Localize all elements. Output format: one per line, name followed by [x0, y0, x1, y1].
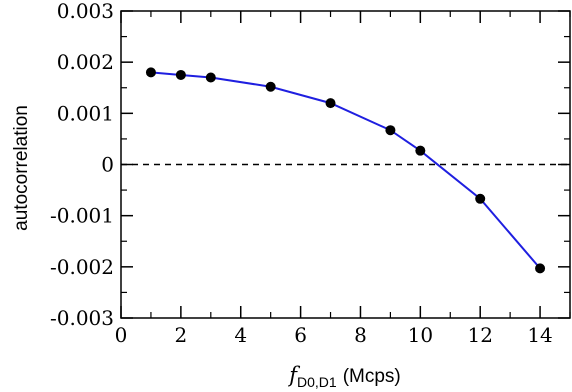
x-tick-label: 14	[527, 323, 552, 347]
data-point	[415, 145, 426, 156]
data-point	[325, 98, 336, 109]
y-tick-label: 0.003	[57, 0, 114, 23]
y-axis-label: autocorrelation	[11, 105, 32, 231]
x-tick-label: 8	[354, 323, 367, 347]
data-point	[535, 263, 546, 274]
data-point	[175, 69, 186, 80]
x-axis-label-symbol: f	[287, 363, 300, 387]
series-layer	[145, 67, 546, 274]
x-axis-label-subscript: D0,D1	[297, 374, 337, 390]
y-tick-label: -0.002	[50, 255, 114, 279]
data-point	[205, 72, 216, 83]
y-tick-label: 0.001	[57, 101, 114, 125]
x-axis-ticks: 0 2 4 6 8 10 12 14	[115, 11, 571, 347]
series-line	[150, 71, 541, 270]
data-point	[385, 125, 396, 136]
y-tick-label: 0	[101, 153, 114, 177]
x-axis-label: fD0,D1 (Mcps)	[287, 363, 401, 390]
x-tick-label: 2	[174, 323, 187, 347]
data-point	[145, 67, 156, 78]
y-tick-label: -0.003	[50, 306, 114, 330]
y-tick-label: -0.001	[50, 204, 114, 228]
data-point	[475, 193, 486, 204]
data-point	[265, 81, 276, 92]
x-axis-label-unit: (Mcps)	[343, 366, 401, 387]
y-tick-label: 0.002	[57, 50, 114, 74]
x-tick-label: 0	[115, 323, 128, 347]
x-tick-label: 4	[234, 323, 247, 347]
x-tick-label: 10	[408, 323, 433, 347]
x-tick-label: 6	[294, 323, 307, 347]
x-tick-label: 12	[467, 323, 492, 347]
